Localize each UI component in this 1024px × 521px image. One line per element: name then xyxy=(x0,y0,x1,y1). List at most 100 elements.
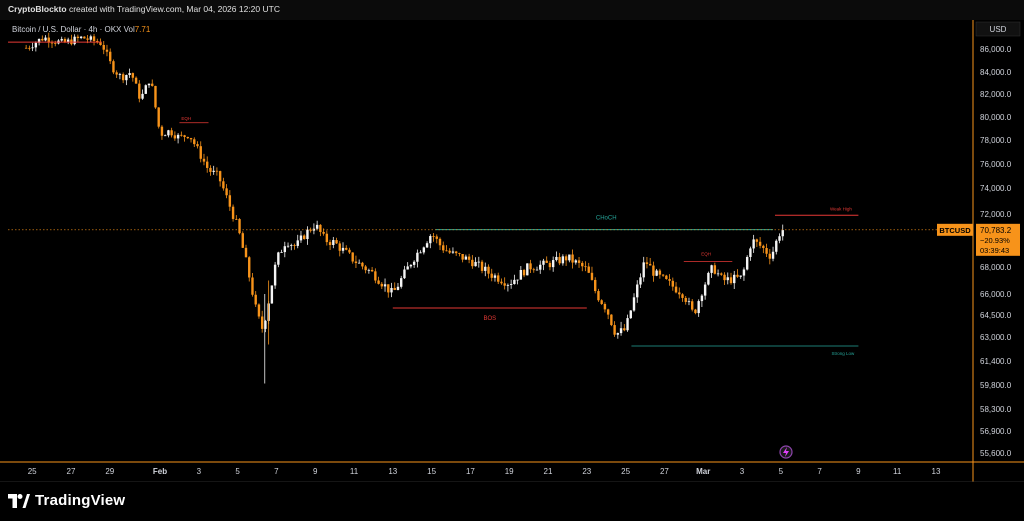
candle-body xyxy=(348,249,351,253)
candle-body xyxy=(587,266,590,273)
candle-body xyxy=(600,300,603,304)
candle-body xyxy=(555,256,558,261)
candle-body xyxy=(435,236,438,239)
candle-body xyxy=(484,266,487,271)
candle-body xyxy=(241,233,244,248)
candle-body xyxy=(490,273,493,278)
candle-body xyxy=(678,292,681,295)
candle-body xyxy=(471,259,474,267)
candle-body xyxy=(778,236,781,241)
candle-body xyxy=(438,238,442,246)
candle-body xyxy=(34,42,38,48)
candle-body xyxy=(710,265,713,273)
candle-body xyxy=(500,281,503,284)
candle-body xyxy=(658,270,662,275)
candle-body xyxy=(50,42,54,44)
candle-body xyxy=(196,144,199,147)
candle-body xyxy=(147,83,151,86)
x-tick-label: 21 xyxy=(544,467,553,476)
candle-body xyxy=(125,75,128,81)
candle-body xyxy=(163,135,167,137)
y-tick-label: 59,800.0 xyxy=(980,381,1012,390)
candle-body xyxy=(412,261,416,265)
candle-body xyxy=(28,47,31,49)
candle-body xyxy=(296,240,299,246)
candle-body xyxy=(24,47,28,49)
candle-body xyxy=(700,295,704,302)
candle-body xyxy=(176,134,180,139)
candle-body xyxy=(215,170,219,172)
candle-body xyxy=(771,251,775,259)
candle-body xyxy=(354,261,358,264)
candle-body xyxy=(374,271,377,281)
candle-body xyxy=(419,252,422,254)
candle-body xyxy=(209,167,212,172)
candle-body xyxy=(755,239,759,242)
candle-body xyxy=(632,297,636,311)
candle-body xyxy=(516,279,519,281)
candle-body xyxy=(594,279,597,292)
candle-body xyxy=(513,279,516,285)
y-tick-label: 58,300.0 xyxy=(980,405,1012,414)
y-tick-label: 82,000.0 xyxy=(980,90,1012,99)
candle-body xyxy=(768,253,772,259)
candle-body xyxy=(367,269,371,271)
candle-body xyxy=(345,247,348,250)
candle-body xyxy=(99,42,102,45)
candle-body xyxy=(619,328,623,334)
footer xyxy=(0,482,1024,521)
candle-body xyxy=(212,170,215,172)
x-tick-label: 25 xyxy=(28,467,37,476)
candle-body xyxy=(623,328,626,331)
x-tick-label: 7 xyxy=(274,467,279,476)
candle-body xyxy=(244,247,248,258)
candle-body xyxy=(752,239,755,249)
y-tick-label: 84,000.0 xyxy=(980,68,1012,77)
bos-label: BOS xyxy=(483,316,496,322)
candle-body xyxy=(497,275,500,282)
volume-label: Vol xyxy=(124,25,135,34)
candle-body xyxy=(138,83,141,99)
x-tick-label: 5 xyxy=(779,467,784,476)
x-tick-label: Mar xyxy=(696,467,710,476)
candle-body xyxy=(729,277,733,284)
candle-body xyxy=(109,51,112,62)
candle-body xyxy=(199,146,202,159)
candle-body xyxy=(202,158,206,162)
candle-body xyxy=(661,274,665,276)
candle-body xyxy=(509,284,513,285)
credit-text: created with TradingView.com, Mar 04, 20… xyxy=(68,4,280,14)
candle-body xyxy=(260,316,264,329)
candle-body xyxy=(31,47,34,49)
candle-body xyxy=(377,280,380,284)
eqh-label: EQH xyxy=(701,252,711,257)
candle-body xyxy=(167,130,170,136)
tradingview-logo[interactable]: TradingView xyxy=(8,492,125,509)
candle-body xyxy=(551,260,555,268)
currency-box[interactable] xyxy=(975,21,1021,37)
candle-body xyxy=(506,284,510,286)
candle-body xyxy=(286,245,290,247)
candle-body xyxy=(429,236,432,244)
candle-body xyxy=(319,224,322,232)
candle-body xyxy=(303,235,306,239)
symbol-tag[interactable] xyxy=(937,223,973,236)
candle-body xyxy=(610,314,613,326)
y-tick-label: 78,000.0 xyxy=(980,136,1012,145)
x-tick-label: 15 xyxy=(427,467,436,476)
candle-body xyxy=(577,260,581,263)
candle-body xyxy=(66,39,70,43)
candle-body xyxy=(180,134,183,136)
candle-body xyxy=(467,256,471,260)
candle-body xyxy=(665,275,668,280)
candle-body xyxy=(41,38,44,41)
candle-body xyxy=(128,73,131,76)
x-tick-label: 13 xyxy=(932,467,941,476)
candle-body xyxy=(629,310,632,319)
candle-body xyxy=(590,272,594,280)
last-price-tag[interactable] xyxy=(976,223,1020,256)
symbol-info: Bitcoin / U.S. Dollar · 4h · OKX Vol7.71 xyxy=(12,25,151,34)
candle-body xyxy=(309,229,312,231)
symbol-tag-label: BTCUSD xyxy=(939,226,971,235)
